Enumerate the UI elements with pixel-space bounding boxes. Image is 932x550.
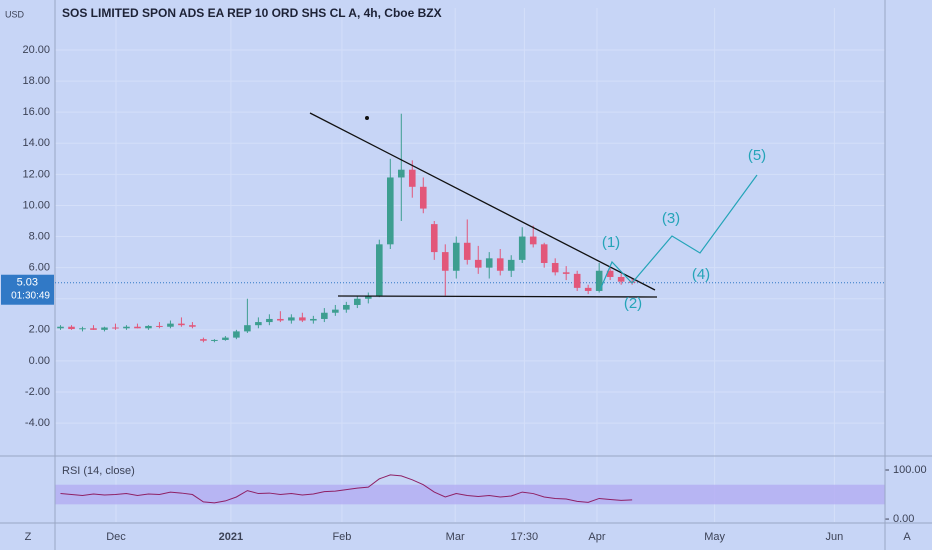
candle-body <box>365 295 372 299</box>
candle-body <box>321 312 328 319</box>
grid <box>55 8 889 522</box>
candle-body <box>277 318 284 321</box>
wave-label: (2) <box>624 295 642 312</box>
button[interactable]: A <box>903 531 911 543</box>
candle-body <box>595 270 603 291</box>
rsi-band <box>55 484 885 505</box>
candle-body <box>145 325 152 329</box>
y-tick-label: 10.00 <box>22 199 50 211</box>
candle-body <box>441 252 449 271</box>
price-pane <box>55 8 885 455</box>
candle-body <box>573 273 581 288</box>
rsi-line <box>60 474 633 504</box>
candle-body <box>343 304 350 310</box>
candle-body <box>90 328 97 330</box>
candle-body <box>485 258 493 268</box>
candle-body <box>288 317 295 321</box>
y-tick-label: -2.00 <box>25 386 50 398</box>
candle-body <box>299 317 306 321</box>
x-tick-label: Dec <box>106 531 126 543</box>
x-tick-label: Mar <box>446 531 465 543</box>
candle-body <box>463 242 471 260</box>
candle-body <box>387 177 394 245</box>
y-tick-label: 2.00 <box>29 324 50 336</box>
candle-body <box>266 318 273 323</box>
candle-body <box>200 339 207 341</box>
support-line <box>337 295 658 298</box>
candle-body <box>452 242 460 271</box>
y-tick-label: 8.00 <box>29 230 50 242</box>
wave-label: (1) <box>602 234 620 251</box>
candle-body <box>408 169 416 187</box>
last-price-label: 5.03 <box>17 277 38 289</box>
x-tick-label: 2021 <box>219 531 243 543</box>
dot <box>365 116 369 120</box>
candle-body <box>101 327 108 330</box>
y-tick-label: 18.00 <box>22 75 50 87</box>
candle-body <box>57 326 64 329</box>
wave-label: (3) <box>662 210 680 227</box>
rsi-title: RSI (14, close) <box>62 465 135 477</box>
candle-body <box>178 323 185 326</box>
wave-label: (4) <box>692 266 710 283</box>
x-tick-label: Feb <box>332 531 351 543</box>
y-tick-label: 16.00 <box>22 106 50 118</box>
candle-body <box>496 258 504 271</box>
rsi-tick-label: 100.00 <box>893 464 927 476</box>
marks <box>55 113 885 504</box>
candle-body <box>134 326 141 329</box>
candle-body <box>332 309 339 313</box>
candle-body <box>551 262 559 273</box>
candle-body <box>123 326 130 329</box>
x-tick-label: Jun <box>826 531 844 543</box>
wave-label: (5) <box>748 147 766 164</box>
candle-body <box>156 325 163 327</box>
candle-body <box>310 318 317 321</box>
rsi-tick-label: 0.00 <box>893 513 914 525</box>
countdown: 01:30:49 <box>11 290 50 301</box>
trend-line <box>309 112 656 291</box>
currency: USD <box>5 9 25 19</box>
y-tick-label: 6.00 <box>29 262 50 274</box>
candle-body <box>354 298 361 305</box>
x-tick-label: May <box>704 531 725 543</box>
wave-labels: (1) (2) (3) (4) (5) <box>602 147 766 312</box>
wave-path <box>599 174 758 291</box>
candle-body <box>584 287 592 291</box>
candle-body <box>79 328 86 330</box>
y-tick-label: 12.00 <box>22 168 50 180</box>
candle-body <box>529 236 537 245</box>
candle-body <box>233 331 240 338</box>
candle-body <box>562 272 570 274</box>
candle-body <box>518 236 526 260</box>
candle-body <box>617 276 625 282</box>
candle-body <box>68 326 75 330</box>
candle-body <box>167 323 174 327</box>
candle-body <box>255 322 262 326</box>
candle-body <box>397 169 405 178</box>
button[interactable]: Z <box>25 531 32 543</box>
y-tick-label: 14.00 <box>22 137 50 149</box>
candle-body <box>222 337 229 340</box>
price-box <box>1 274 54 305</box>
candle-body <box>474 259 482 268</box>
y-tick-label: 20.00 <box>22 44 50 56</box>
y-tick-label: 0.00 <box>29 355 50 367</box>
candle-body <box>244 325 251 332</box>
candle-body <box>419 186 427 209</box>
candle-body <box>112 327 119 329</box>
chart-title: SOS LIMITED SPON ADS EA REP 10 ORD SHS C… <box>62 6 442 20</box>
x-tick-label: 17:30 <box>511 531 539 543</box>
candle-body <box>376 244 383 296</box>
candle-body <box>606 270 614 277</box>
y-tick-label: -4.00 <box>25 417 50 429</box>
candle-body <box>507 259 515 271</box>
candle-body <box>540 244 548 263</box>
candle-body <box>211 339 218 341</box>
x-tick-label: Apr <box>588 531 605 543</box>
candle-body <box>430 224 438 253</box>
candle-body <box>189 325 196 327</box>
